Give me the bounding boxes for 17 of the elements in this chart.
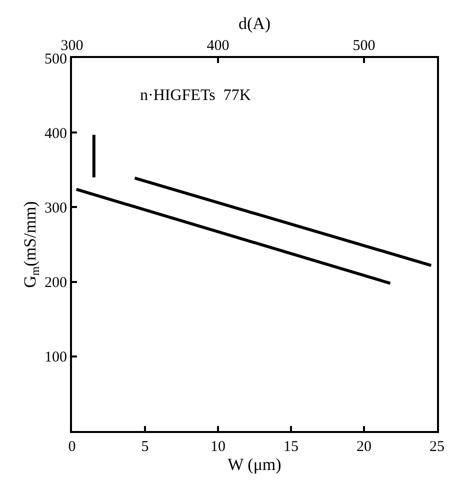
x-tick-label: 20	[356, 439, 372, 455]
x2-axis-title: d(A)	[238, 14, 271, 34]
x-tick-label: 15	[284, 439, 298, 455]
x-tick-label: 5	[141, 439, 149, 455]
x-tick-label: 0	[68, 439, 76, 455]
y-tick-label: 400	[44, 126, 67, 142]
x2-tick-label: 300	[60, 38, 84, 54]
annotation: n·HIGFETs 77K	[140, 87, 252, 104]
x2-tick-label: 400	[206, 38, 230, 54]
x-tick-label: 10	[210, 439, 226, 455]
y-tick-label: 500	[44, 51, 67, 68]
x-axis-title: W (μm)	[228, 454, 282, 474]
y-tick-label: 200	[44, 275, 67, 292]
y-tick-label: 300	[44, 200, 67, 216]
y-tick-label: 100	[44, 350, 67, 366]
x2-tick-label: 500	[352, 38, 376, 54]
x-tick-label: 25	[430, 439, 444, 455]
